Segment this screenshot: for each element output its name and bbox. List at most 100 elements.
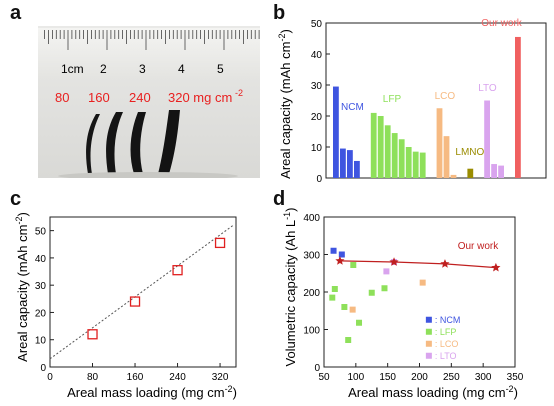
chart-c-point bbox=[214, 237, 226, 249]
chart-d-xtick-label: 50 bbox=[318, 372, 330, 383]
chart-d-xtick-label: 300 bbox=[475, 372, 492, 383]
loading-label-240: 240 bbox=[129, 90, 151, 105]
chart-d-point bbox=[350, 262, 357, 268]
chart-d-ytick-label: 200 bbox=[303, 288, 320, 299]
chart-d-point bbox=[330, 247, 337, 254]
chart-b-ytick-label: 20 bbox=[311, 112, 323, 123]
chart-d-point bbox=[368, 289, 375, 296]
chart-b-bar bbox=[450, 174, 457, 178]
chart-d-legend-swatch bbox=[425, 316, 432, 323]
chart-d-scatter: 0 100 200 300 400 50 100 150 200 250 300 350 : NCM:… bbox=[282, 207, 524, 400]
chart-d-ytick-label: 300 bbox=[303, 251, 320, 262]
electrode-240 bbox=[130, 112, 146, 174]
chart-d-xtick-label: 200 bbox=[411, 372, 428, 383]
chart-d-our-work-line bbox=[339, 260, 496, 269]
ruler-label-1cm: 1cm bbox=[61, 62, 84, 76]
chart-c-point bbox=[129, 296, 141, 307]
chart-d-point bbox=[356, 319, 363, 326]
chart-d-ytick-label: 0 bbox=[314, 363, 320, 374]
chart-b-frame bbox=[325, 22, 547, 179]
chart-b-bar: 0 10 20 30 40 50 NCM LFP LCO LMNO LTO Our work Are… bbox=[277, 18, 547, 185]
chart-b-group-label: Our work bbox=[481, 18, 523, 29]
chart-b-group-label: LFP bbox=[383, 94, 402, 105]
chart-b-ytick-label: 40 bbox=[311, 50, 323, 61]
chart-b-bar bbox=[354, 160, 360, 178]
chart-c-ytick-label: 10 bbox=[35, 336, 47, 347]
chart-d-frame bbox=[323, 216, 516, 368]
chart-d-legend-label: : NCM bbox=[435, 315, 461, 325]
chart-b-bar bbox=[377, 116, 384, 178]
chart-c-x-axis-label: Areal mass loading (mg cm-2) bbox=[67, 384, 237, 400]
chart-b-group-label: LTO bbox=[478, 83, 497, 94]
chart-b-bar bbox=[443, 136, 450, 178]
chart-b-bar bbox=[398, 139, 405, 178]
chart-d-y-axis-label: Volumetric capacity (Ah L-1) bbox=[282, 207, 298, 366]
panel-label-d: d bbox=[273, 188, 286, 210]
ruler-label-2: 2 bbox=[100, 62, 107, 76]
electrode-80 bbox=[86, 114, 100, 174]
panel-label-a: a bbox=[10, 2, 22, 24]
chart-d-ytick-label: 100 bbox=[303, 326, 320, 337]
chart-c-scatter: 0 10 20 30 40 50 0 80 160 240 320 Areal capacity (… bbox=[14, 212, 237, 400]
chart-d-x-axis-label: Areal mass loading (mg cm-2) bbox=[348, 384, 518, 400]
electrode-photo: 1cm 2 3 4 5 80 160 240 320 mg cm -2 bbox=[38, 26, 260, 178]
chart-b-bar bbox=[347, 150, 353, 178]
chart-d-our-work-star bbox=[440, 259, 450, 268]
chart-b-bar bbox=[412, 151, 419, 178]
chart-c-point bbox=[87, 329, 98, 340]
panel-label-c: c bbox=[10, 188, 22, 210]
chart-b-bar bbox=[491, 164, 497, 178]
loading-label-320: 320 mg cm bbox=[168, 90, 232, 105]
chart-d-legend-label: : LCO bbox=[435, 339, 459, 349]
chart-b-bar bbox=[515, 36, 521, 179]
ruler bbox=[38, 28, 260, 78]
electrode-320 bbox=[158, 110, 180, 174]
chart-d-legend-label: : LFP bbox=[435, 327, 457, 337]
chart-c-ytick-label: 30 bbox=[35, 281, 47, 292]
chart-b-ytick-label: 50 bbox=[311, 19, 323, 30]
chart-b-bar bbox=[333, 86, 339, 178]
chart-d-xtick-label: 150 bbox=[379, 372, 396, 383]
chart-c-y-axis-label: Areal capacity (mAh cm-2) bbox=[14, 212, 30, 362]
loading-unit-exponent: -2 bbox=[235, 88, 243, 98]
chart-b-group-label: LMNO bbox=[455, 147, 484, 158]
chart-c-xtick-label: 160 bbox=[127, 372, 144, 383]
chart-b-bar bbox=[391, 133, 398, 178]
ruler-labels: 1cm 2 3 4 5 bbox=[61, 62, 224, 76]
chart-d-our-work-star bbox=[491, 262, 501, 272]
chart-d-point bbox=[349, 306, 356, 313]
chart-d-legend-swatch bbox=[425, 352, 432, 359]
chart-c-frame bbox=[49, 216, 237, 368]
chart-d-point bbox=[345, 337, 352, 343]
ruler-label-4: 4 bbox=[178, 62, 185, 76]
chart-d-xtick-label: 100 bbox=[347, 372, 364, 383]
chart-c-xtick-label: 240 bbox=[169, 372, 186, 383]
chart-b-bar bbox=[467, 168, 474, 178]
photo-drawing: 1cm 2 3 4 5 80 160 240 320 mg cm -2 bbox=[38, 28, 260, 178]
chart-d-our-work-star bbox=[335, 256, 345, 265]
electrode-samples bbox=[58, 110, 238, 178]
chart-d-legend-swatch bbox=[425, 340, 432, 347]
chart-d-legend-swatch bbox=[425, 328, 432, 335]
chart-c-ytick-label: 0 bbox=[40, 363, 46, 374]
shadow bbox=[58, 172, 238, 178]
chart-b-y-axis-label: Areal capacity (mAh cm-2) bbox=[277, 29, 293, 179]
loading-label-80: 80 bbox=[55, 90, 69, 105]
chart-d-point bbox=[419, 279, 426, 286]
chart-b-group-label: LCO bbox=[435, 91, 456, 102]
chart-d-our-work-label: Our work bbox=[458, 241, 500, 252]
chart-d-point bbox=[331, 286, 338, 292]
chart-c-ytick-label: 50 bbox=[35, 227, 47, 238]
chart-b-bar bbox=[419, 152, 426, 178]
chart-c-fit-line bbox=[49, 224, 234, 360]
chart-d-point bbox=[338, 251, 345, 258]
chart-d-ytick-label: 400 bbox=[303, 213, 320, 224]
chart-b-ytick-label: 30 bbox=[311, 81, 323, 92]
chart-b-bar bbox=[436, 108, 443, 178]
chart-b-bar bbox=[405, 147, 412, 178]
chart-d-legend-label: : LTO bbox=[435, 351, 457, 361]
ruler-label-5: 5 bbox=[217, 62, 224, 76]
chart-b-group-label: NCM bbox=[341, 102, 364, 113]
chart-c-ytick-label: 40 bbox=[35, 254, 47, 265]
chart-b-bar bbox=[498, 165, 504, 178]
